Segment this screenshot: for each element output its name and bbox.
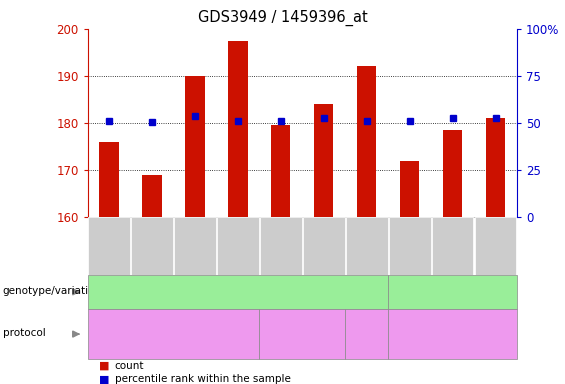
Bar	[443, 130, 462, 217]
Bar	[357, 66, 376, 217]
Bar	[486, 118, 505, 217]
Text: GDS3949 / 1459396_at: GDS3949 / 1459396_at	[198, 10, 367, 26]
Bar	[185, 76, 205, 217]
Bar	[314, 104, 333, 217]
Text: control: control	[219, 287, 257, 297]
Text: GSM325450: GSM325450	[105, 219, 114, 272]
Text: Gata3 overexpression: Gata3 overexpression	[124, 329, 223, 339]
Text: GSM325454: GSM325454	[276, 219, 285, 272]
Text: GSM325457: GSM325457	[448, 219, 457, 272]
Text: protocol: protocol	[3, 328, 46, 338]
Text: GSM325459: GSM325459	[362, 219, 371, 272]
Text: GSM325456: GSM325456	[405, 219, 414, 272]
Bar	[99, 142, 119, 217]
Text: GSM325452: GSM325452	[190, 219, 199, 272]
Bar	[400, 161, 419, 217]
Text: GSM325458: GSM325458	[491, 219, 500, 272]
Text: Cdx2-null: Cdx2-null	[426, 287, 479, 297]
Text: ■: ■	[99, 361, 110, 371]
Text: genotype/variation: genotype/variation	[3, 286, 102, 296]
Text: GSM325455: GSM325455	[319, 219, 328, 272]
Bar	[228, 41, 247, 217]
Text: GSM325451: GSM325451	[147, 219, 157, 272]
Text: GSM325453: GSM325453	[233, 219, 242, 272]
Bar	[271, 125, 290, 217]
Text: Cdx2
overexpression: Cdx2 overexpression	[268, 324, 337, 344]
Text: Gata3 overexpression: Gata3 overexpression	[403, 329, 502, 339]
Text: ■: ■	[99, 374, 110, 384]
Text: differenti
ated
control: differenti ated control	[349, 319, 384, 349]
Text: count: count	[115, 361, 144, 371]
Bar	[142, 175, 162, 217]
Text: percentile rank within the sample: percentile rank within the sample	[115, 374, 290, 384]
